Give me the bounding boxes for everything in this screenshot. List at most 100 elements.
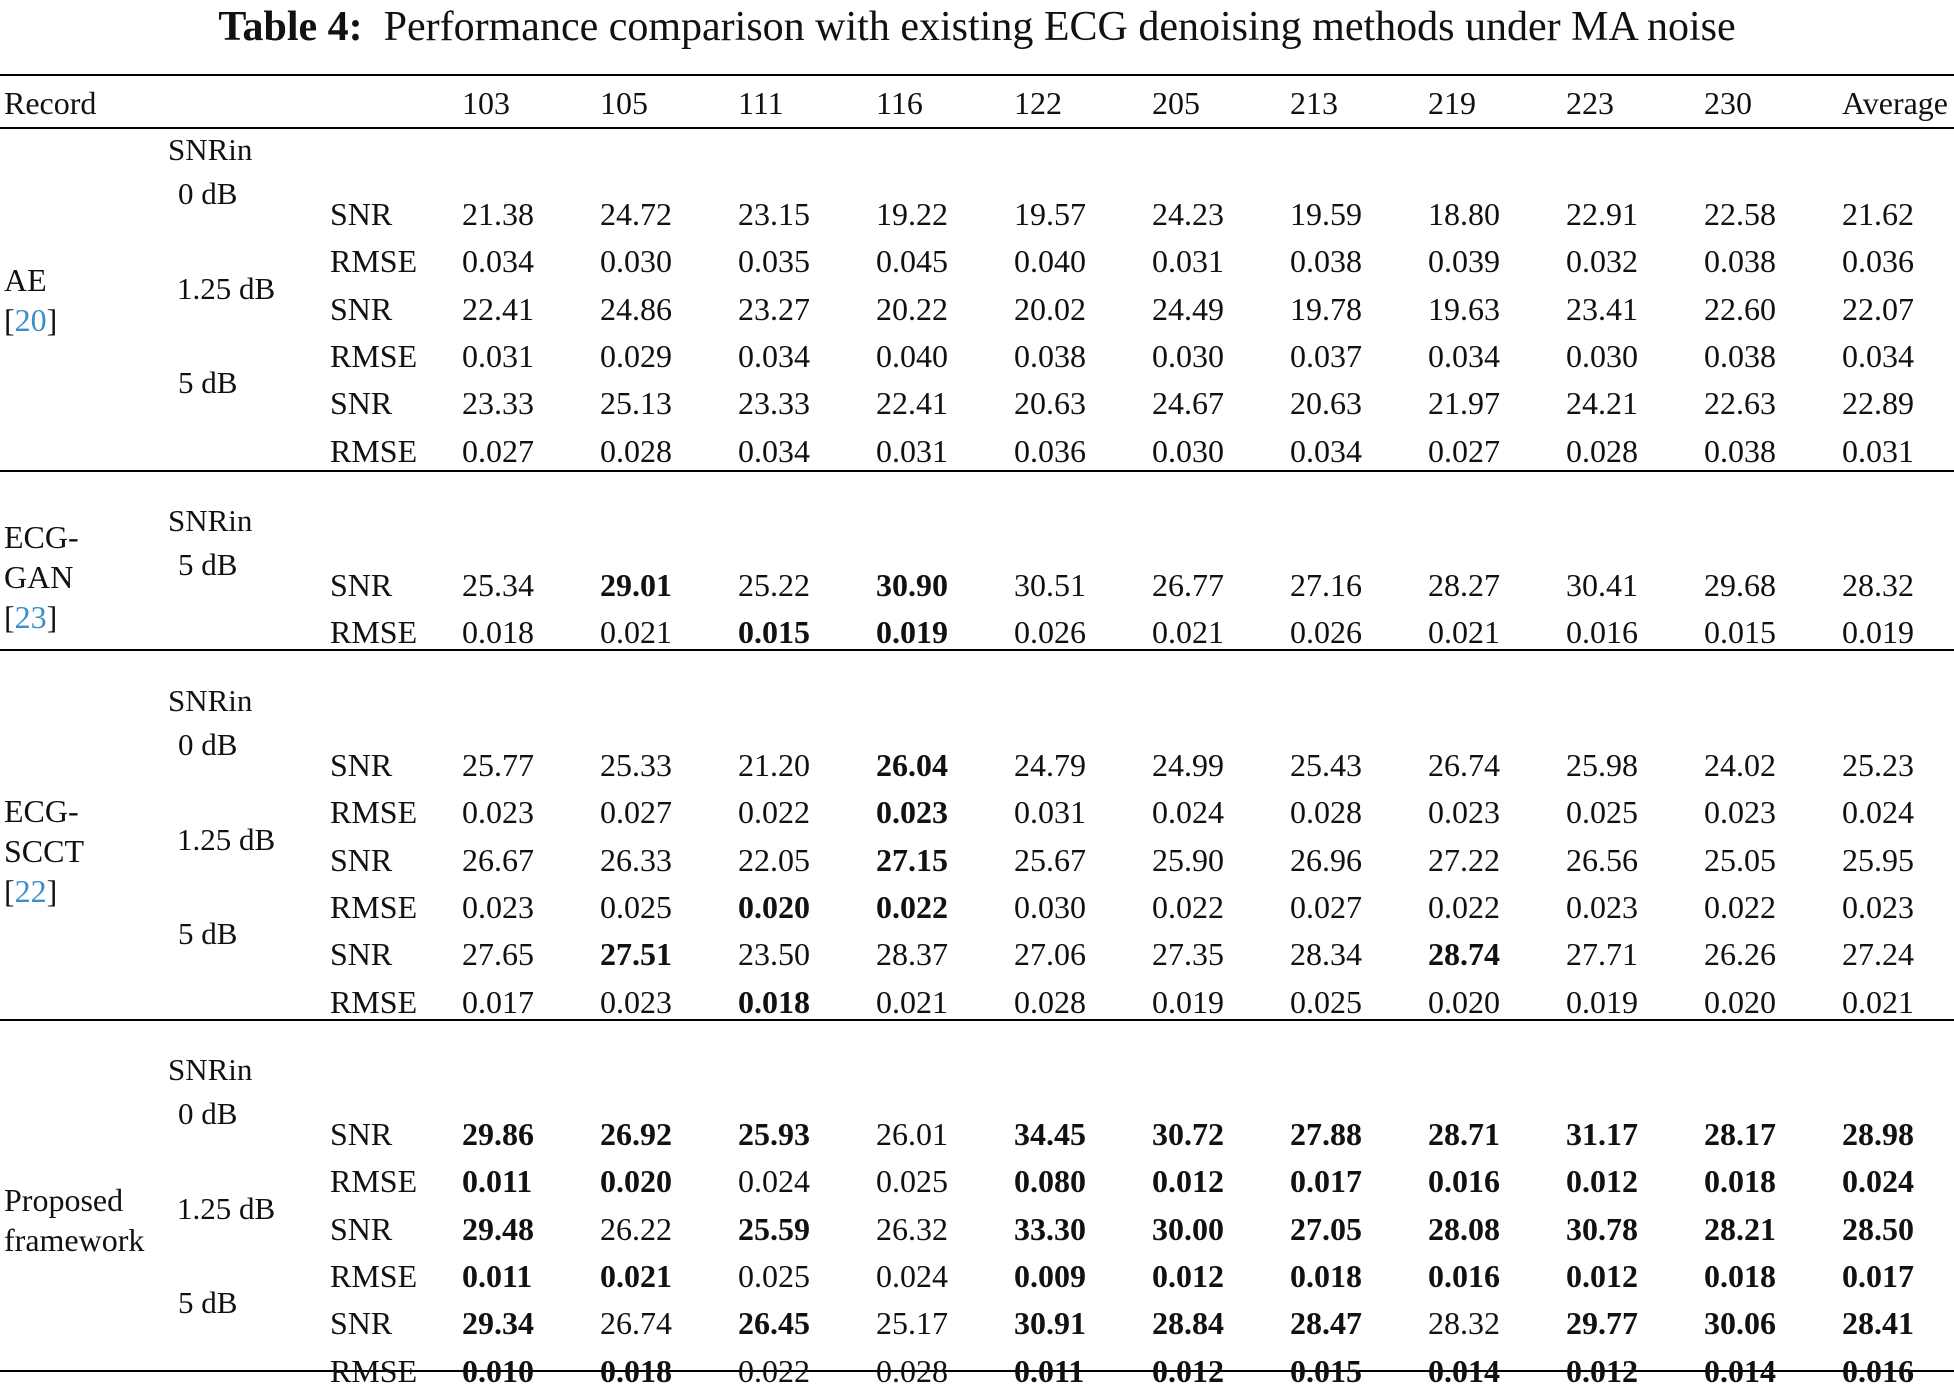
table-cell-value: 0.023: [1428, 794, 1500, 831]
table-cell-value: 0.017: [462, 983, 534, 1020]
table-cell-value: 30.90: [876, 567, 948, 603]
table-cell-value: 23.50: [738, 936, 810, 973]
table-rule: [0, 127, 1954, 129]
table-cell-value: 0.016: [1428, 1163, 1500, 1200]
citation-link[interactable]: 22: [14, 873, 47, 909]
table-cell-value: 27.24: [1842, 936, 1914, 973]
table-cell-value: 0.026: [1014, 614, 1086, 651]
table-cell-value: 25.17: [876, 1305, 948, 1342]
table-cell-value: 30.91: [1014, 1305, 1086, 1342]
table-cell-value: 23.15: [738, 196, 810, 232]
table-cell-value: 25.98: [1566, 747, 1638, 783]
table-cell-value: 21.38: [462, 196, 534, 232]
table-cell-value: 22.60: [1704, 290, 1776, 327]
table-cell-value: 0.017: [1290, 1163, 1362, 1200]
table-cell-value: 0.015: [1704, 614, 1776, 651]
table-cell-value: 30.72: [1152, 1116, 1224, 1152]
header-record-id: 223: [1566, 85, 1614, 121]
table-cell-value: 0.036: [1014, 432, 1086, 469]
table-cell-value: 27.51: [600, 936, 672, 973]
table-cell-value: 0.012: [1566, 1163, 1638, 1200]
method-name: GAN: [4, 559, 74, 595]
table-cell-value: 0.015: [738, 614, 810, 651]
table-cell-value: 27.05: [1290, 1210, 1362, 1247]
table-cell-value: 0.024: [738, 1163, 810, 1200]
table-rule: [0, 1370, 1954, 1372]
method-citation[interactable]: [20]: [4, 300, 57, 340]
table-cell-value: 0.016: [1842, 1352, 1914, 1389]
header-average-label: Average: [1842, 85, 1948, 121]
table-cell-value: 0.040: [876, 337, 948, 374]
table-cell-value: 0.023: [600, 983, 672, 1020]
metric-label: RMSE: [330, 1163, 418, 1200]
citation-link[interactable]: 20: [14, 302, 47, 338]
table-cell-value: 29.86: [462, 1116, 534, 1152]
table-cell-value: 24.67: [1152, 385, 1224, 422]
table-cell-value: 0.021: [1152, 614, 1224, 651]
table-cell-value: 27.88: [1290, 1116, 1362, 1152]
table-cell-value: 29.48: [462, 1210, 534, 1247]
table-cell-value: 26.67: [462, 841, 534, 878]
metric-label: SNR: [330, 196, 393, 232]
citation-bracket: [: [4, 599, 15, 635]
table-cell-value: 0.019: [1566, 983, 1638, 1020]
citation-link[interactable]: 23: [14, 599, 47, 635]
table-cell-value: 0.014: [1704, 1352, 1776, 1389]
table-cell-value: 29.68: [1704, 567, 1776, 603]
table-cell-value: 0.027: [1428, 432, 1500, 469]
table-cell-value: 0.019: [1152, 983, 1224, 1020]
snrin-value: 0 dB: [178, 727, 238, 762]
table-cell-value: 0.039: [1428, 243, 1500, 280]
table-cell-value: 23.33: [738, 385, 810, 422]
table-cell-value: 0.021: [1842, 983, 1914, 1020]
metric-label: SNR: [330, 1116, 393, 1152]
table-cell-value: 0.025: [1290, 983, 1362, 1020]
table-cell-value: 25.93: [738, 1116, 810, 1152]
header-record-id: 103: [462, 85, 510, 121]
method-citation[interactable]: [22]: [4, 871, 57, 911]
header-record-id: 219: [1428, 85, 1476, 121]
table-cell-value: 30.41: [1566, 567, 1638, 603]
table-cell-value: 0.022: [738, 1352, 810, 1389]
table-cell-value: 21.20: [738, 747, 810, 783]
table-cell-value: 28.21: [1704, 1210, 1776, 1247]
table-cell-value: 23.33: [462, 385, 534, 422]
table-cell-value: 28.50: [1842, 1210, 1914, 1247]
metric-label: SNR: [330, 1305, 393, 1342]
table-cell-value: 33.30: [1014, 1210, 1086, 1247]
table-cell-value: 0.024: [876, 1257, 948, 1294]
table-cell-value: 0.021: [600, 614, 672, 651]
method-name: Proposed: [4, 1182, 124, 1218]
table-cell-value: 0.019: [1842, 614, 1914, 651]
citation-bracket: ]: [46, 302, 58, 338]
table-cell-value: 0.040: [1014, 243, 1086, 280]
table-cell-value: 0.020: [1428, 983, 1500, 1020]
table-cell-value: 0.038: [1014, 337, 1086, 374]
method-citation[interactable]: [23]: [4, 597, 57, 637]
table-cell-value: 24.21: [1566, 385, 1638, 422]
table-cell-value: 0.021: [876, 983, 948, 1020]
table-cell-value: 0.028: [1566, 432, 1638, 469]
table-cell-value: 0.022: [1152, 888, 1224, 925]
table-cell-value: 20.22: [876, 290, 948, 327]
table-cell-value: 25.13: [600, 385, 672, 422]
table-rule: [0, 470, 1954, 472]
table-cell-value: 26.32: [876, 1210, 948, 1247]
table-cell-value: 0.028: [1014, 983, 1086, 1020]
table-cell-value: 25.05: [1704, 841, 1776, 878]
metric-label: SNR: [330, 385, 393, 422]
table-cell-value: 0.034: [1428, 337, 1500, 374]
table-cell-value: 0.020: [1704, 983, 1776, 1020]
table-cell-value: 27.16: [1290, 567, 1362, 603]
snrin-value: 5 dB: [178, 916, 238, 952]
metric-label: SNR: [330, 567, 393, 603]
table-cell-value: 0.009: [1014, 1257, 1086, 1294]
table-cell-value: 27.35: [1152, 936, 1224, 973]
table-cell-value: 25.67: [1014, 841, 1086, 878]
table-cell-value: 0.025: [738, 1257, 810, 1294]
header-record-id: 230: [1704, 85, 1752, 121]
table-cell-value: 0.011: [462, 1163, 533, 1200]
table-cell-value: 22.63: [1704, 385, 1776, 422]
snrin-value: 1.25 dB: [177, 1190, 276, 1226]
header-record-id: 111: [738, 85, 784, 121]
